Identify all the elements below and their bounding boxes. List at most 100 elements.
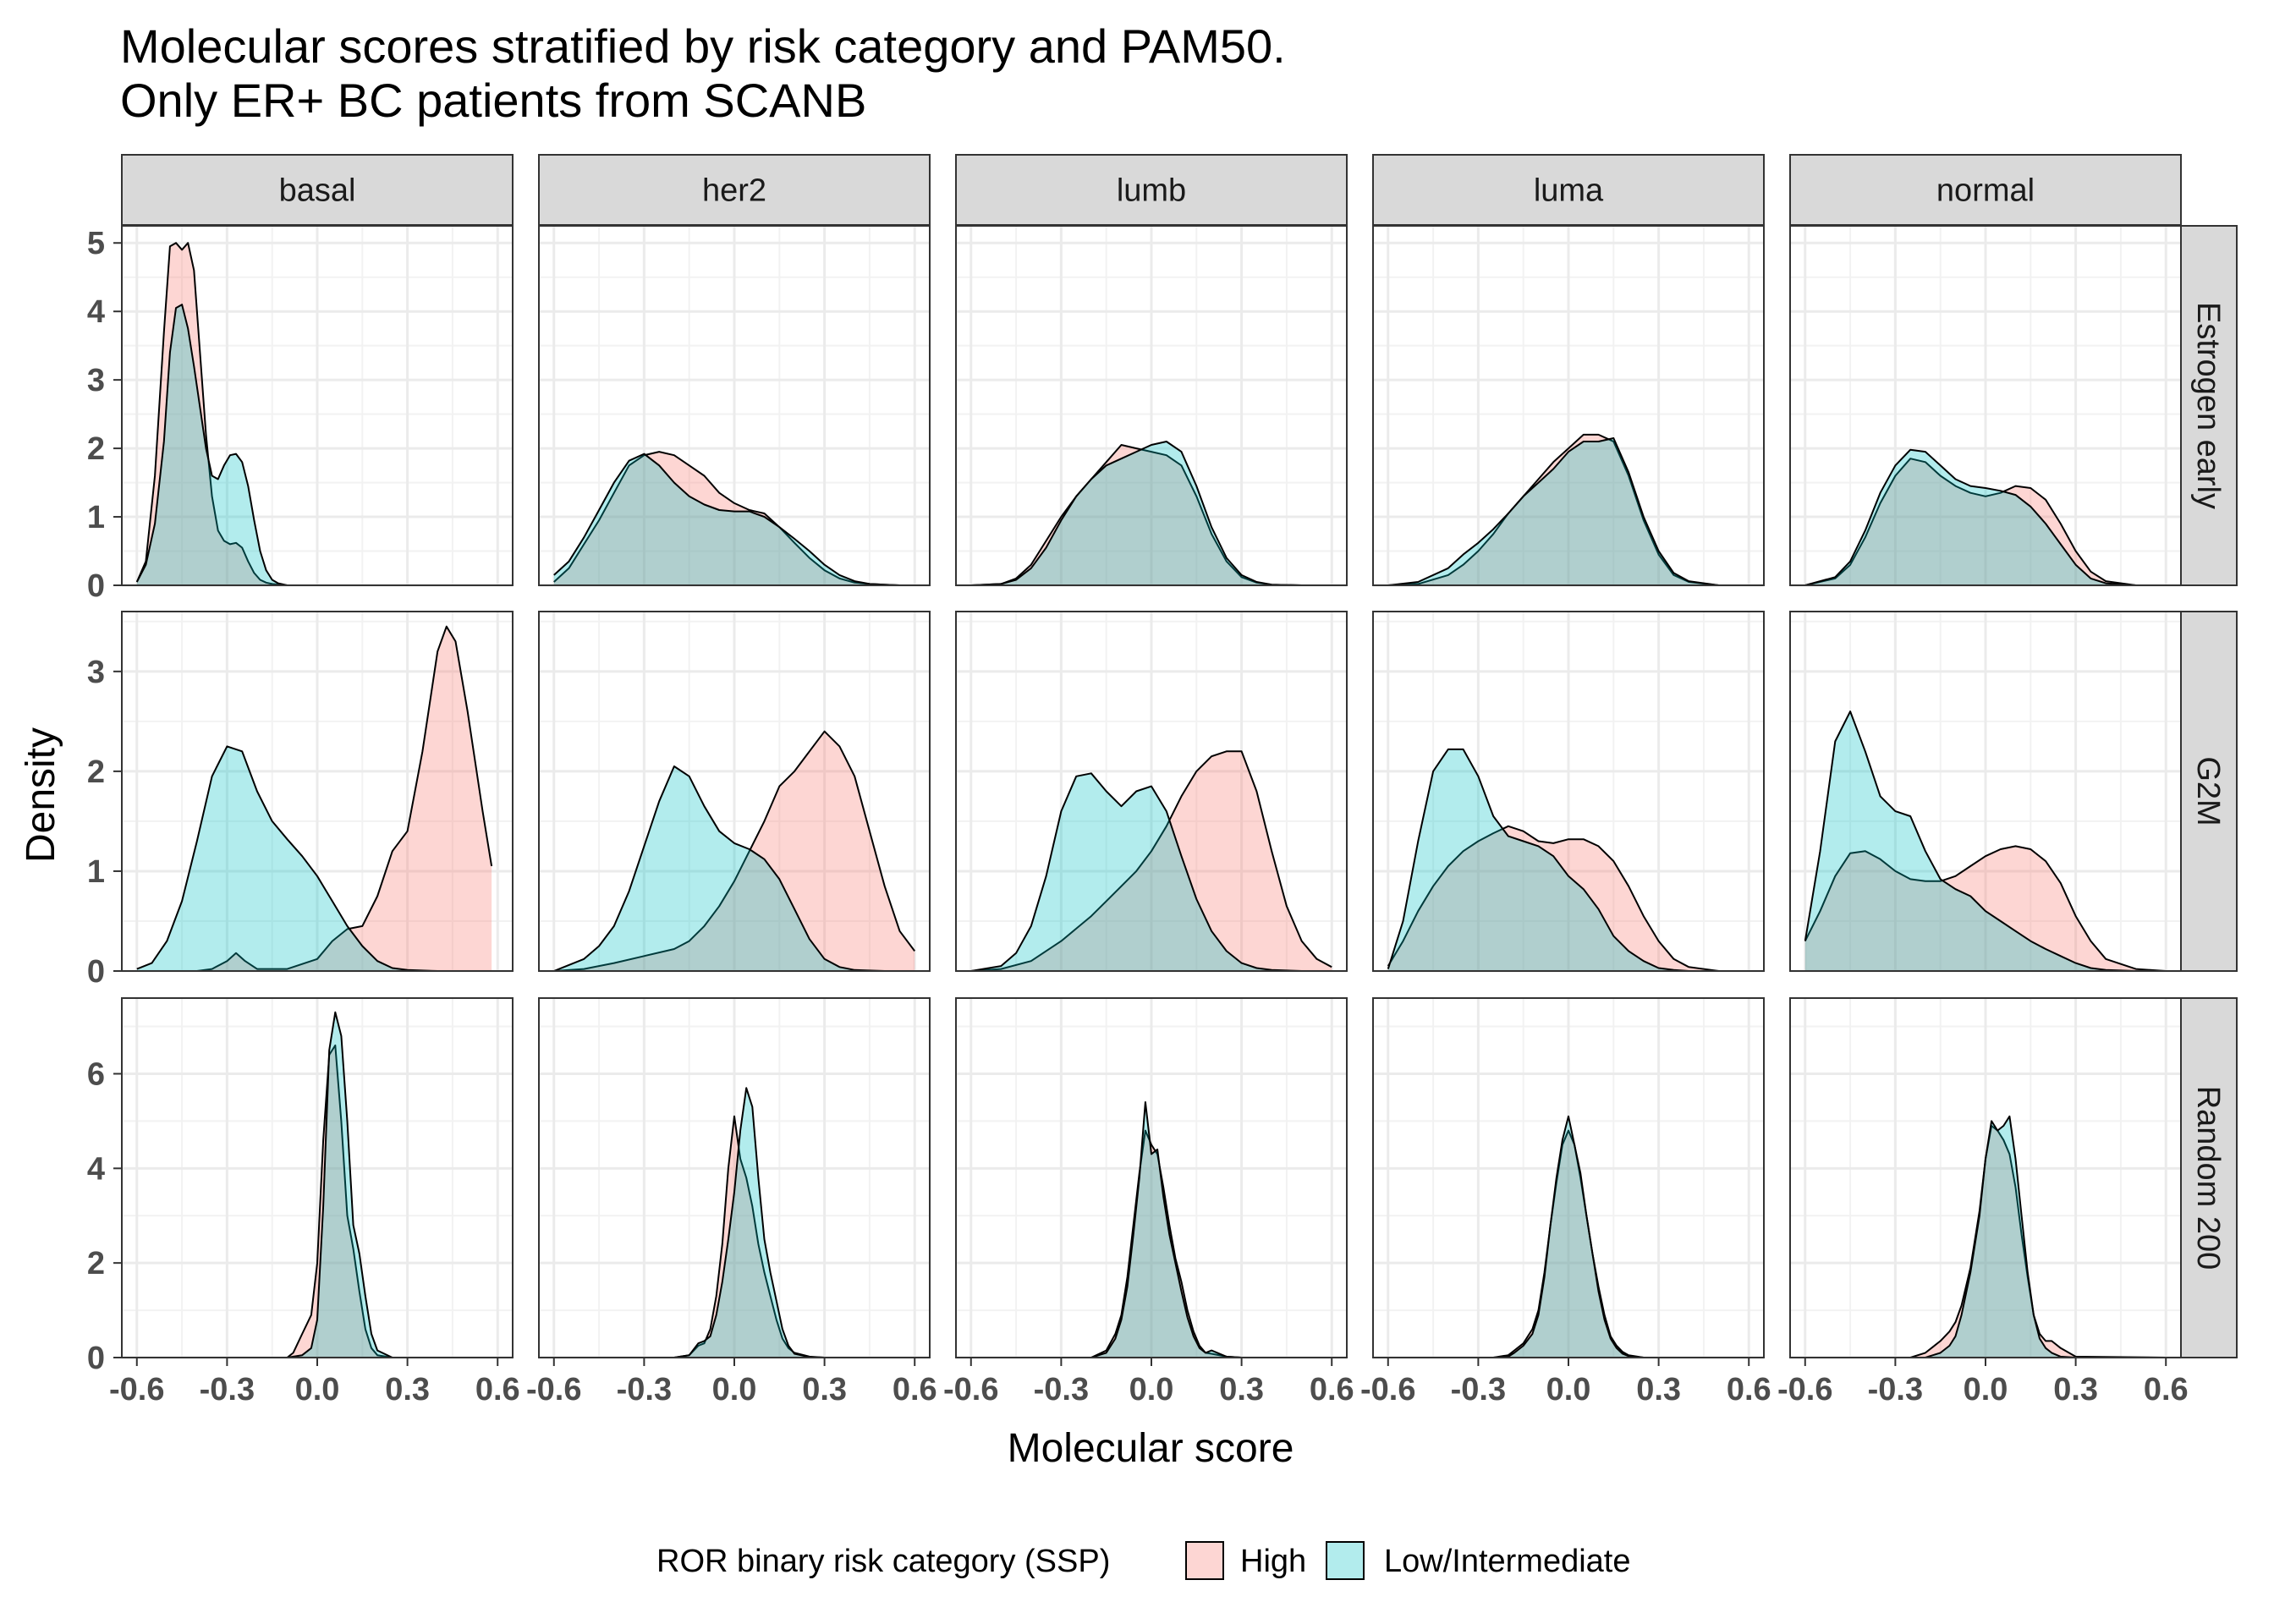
panel-estrogen-early-luma — [1372, 225, 1765, 587]
density-areas — [1387, 433, 1749, 585]
density-line-low-intermediate — [553, 1087, 915, 1358]
x-tick-label: 0.6 — [2144, 1372, 2189, 1407]
density-line-low-intermediate — [1804, 448, 2167, 585]
density-line-low-intermediate — [553, 765, 915, 971]
y-tick-label: 5 — [87, 226, 105, 261]
density-line-low-intermediate — [135, 304, 492, 585]
density-area-high — [970, 445, 1332, 585]
strip-label-lumb: lumb — [1117, 173, 1186, 209]
x-tick-label: -0.3 — [617, 1372, 672, 1407]
row-strip-label-g2m: G2M — [2190, 756, 2226, 826]
panel-border — [538, 611, 931, 972]
panel-random-200-luma — [1372, 997, 1765, 1359]
density-area-low-intermediate — [136, 746, 492, 971]
panel-border — [538, 225, 931, 586]
strip-background — [1372, 154, 1765, 226]
strip-label-basal: basal — [279, 173, 356, 209]
legend: ROR binary risk category (SSP) High Low/… — [656, 1541, 1631, 1580]
density-areas — [135, 242, 492, 585]
density-area-high — [553, 452, 915, 585]
x-axis-luma: -0.6 -0.3 0.0 0.3 0.6 — [1360, 1358, 1771, 1407]
x-tick-label: 0.6 — [1727, 1372, 1771, 1407]
density-line-high — [136, 625, 493, 971]
x-tick-label: 0.6 — [893, 1372, 937, 1407]
y-axis-title: Density — [19, 727, 63, 863]
density-area-low-intermediate — [1387, 1116, 1749, 1358]
x-tick-label: -0.3 — [1034, 1372, 1089, 1407]
density-line-low-intermediate — [136, 1011, 492, 1358]
density-area-high — [970, 1130, 1332, 1358]
legend-key-high[interactable] — [1185, 1541, 1224, 1580]
panel-g2m-luma — [1372, 611, 1765, 973]
legend-title: ROR binary risk category (SSP) — [656, 1544, 1110, 1579]
y-axis-random-200: 0 2 4 6 — [87, 1056, 122, 1376]
density-line-high — [136, 1044, 492, 1358]
row-strip-estrogen-early: Estrogen early — [2180, 225, 2238, 586]
x-tick-label: 0.6 — [1310, 1372, 1354, 1407]
density-areas — [970, 750, 1332, 971]
strip-background — [121, 154, 514, 226]
density-area-low-intermediate — [1387, 438, 1749, 585]
density-area-high — [1804, 846, 2167, 971]
density-areas — [136, 1011, 492, 1358]
panel-random-200-her2 — [538, 997, 931, 1359]
density-line-low-intermediate — [136, 745, 492, 971]
panel-border — [1372, 225, 1765, 586]
row-strip-background — [2180, 997, 2238, 1358]
density-area-low-intermediate — [1387, 749, 1749, 971]
strip-background — [538, 154, 931, 226]
panel-border — [1789, 611, 2182, 972]
legend-label-high: High — [1240, 1544, 1306, 1579]
x-tick-label: 0.6 — [475, 1372, 520, 1407]
density-area-low-intermediate — [970, 442, 1332, 585]
density-line-high — [553, 730, 915, 971]
x-tick-label: -0.6 — [109, 1372, 164, 1407]
density-area-high — [136, 243, 492, 585]
density-areas — [1387, 748, 1749, 971]
density-areas — [553, 730, 915, 971]
x-tick-label: 0.0 — [1129, 1372, 1174, 1407]
strip-basal: basal — [121, 154, 514, 226]
panel-border — [1372, 611, 1765, 972]
y-tick-label: 0 — [87, 568, 105, 604]
y-tick-label: 2 — [87, 1246, 105, 1281]
y-tick-label: 2 — [87, 754, 105, 790]
density-area-low-intermediate — [553, 766, 915, 971]
panel-estrogen-early-basal — [121, 225, 514, 587]
y-tick-label: 2 — [87, 431, 105, 467]
density-area-high — [1804, 458, 2167, 585]
strip-luma: luma — [1372, 154, 1765, 226]
y-tick-label: 4 — [87, 1151, 105, 1187]
density-areas — [136, 625, 493, 971]
density-line-high — [970, 750, 1332, 971]
density-areas — [1804, 448, 2167, 585]
panel-estrogen-early-normal — [1789, 225, 2182, 587]
density-line-low-intermediate — [553, 453, 915, 585]
panel-estrogen-early-her2 — [538, 225, 931, 587]
density-areas — [1387, 1115, 1749, 1358]
density-area-high — [970, 751, 1332, 971]
density-line-low-intermediate — [1387, 1115, 1749, 1358]
density-line-high — [1387, 433, 1749, 585]
density-line-low-intermediate — [970, 441, 1332, 585]
strip-lumb: lumb — [955, 154, 1348, 226]
x-tick-label: 0.0 — [1964, 1372, 2008, 1407]
density-line-high — [1804, 845, 2167, 971]
density-line-high — [970, 1129, 1332, 1358]
strip-label-her2: her2 — [702, 173, 766, 209]
panel-g2m-her2 — [538, 611, 931, 973]
chart-title-line-2: Only ER+ BC patients from SCANB — [120, 74, 866, 127]
density-area-low-intermediate — [553, 453, 915, 585]
legend-key-low-intermediate[interactable] — [1326, 1541, 1365, 1580]
panel-g2m-normal — [1789, 611, 2182, 973]
panel-border — [121, 225, 514, 586]
x-tick-label: -0.3 — [200, 1372, 255, 1407]
density-line-low-intermediate — [970, 1101, 1332, 1358]
y-tick-label: 1 — [87, 500, 105, 535]
legend-label-low-intermediate: Low/Intermediate — [1384, 1544, 1631, 1579]
y-tick-label: 6 — [87, 1056, 105, 1092]
panel-estrogen-early-lumb — [955, 225, 1348, 587]
x-axis-lumb: -0.6 -0.3 0.0 0.3 0.6 — [943, 1358, 1354, 1407]
density-area-high — [136, 626, 492, 971]
